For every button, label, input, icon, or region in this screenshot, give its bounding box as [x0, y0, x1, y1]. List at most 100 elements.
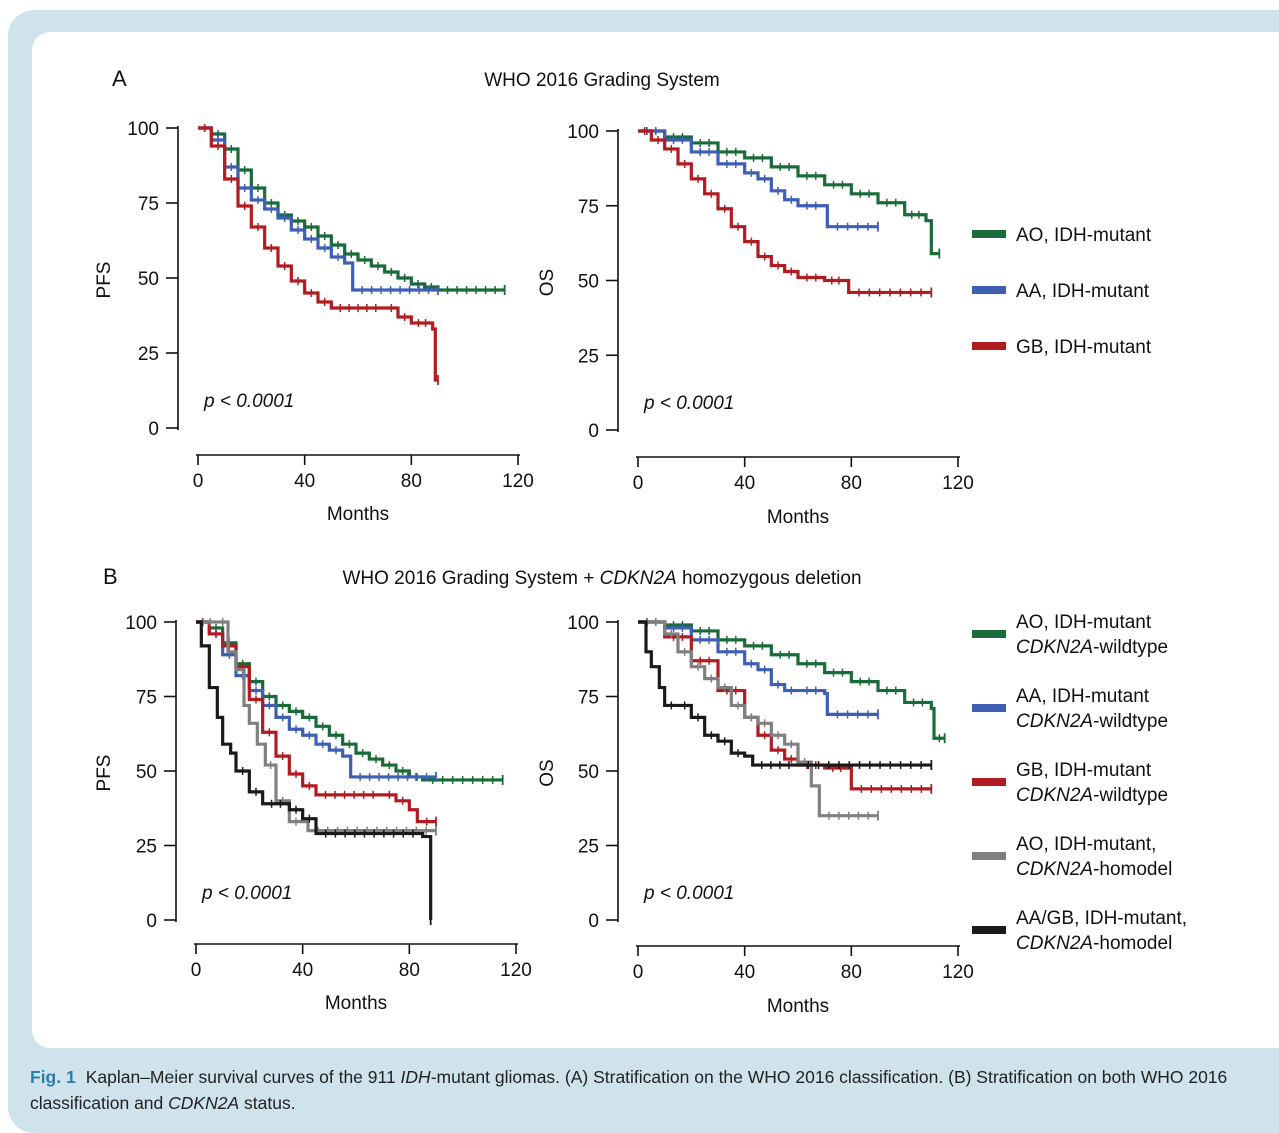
y-tick-label: 0	[588, 421, 599, 442]
y-axis-label: PFS	[94, 755, 115, 792]
figure-panel	[32, 32, 1279, 1048]
legend-label: GB, IDH-mutant	[1016, 337, 1152, 358]
plot-a-pfs: 0 25 50 75 100 0 40 80 120 Months PFS p < 0.0001	[94, 119, 534, 525]
y-tick-label: 100	[127, 119, 159, 140]
y-tick-label: 100	[125, 613, 157, 634]
panel-b-title-post: homozygous deletion	[677, 568, 862, 589]
survival-curve-0	[638, 129, 940, 256]
survival-curve-2	[198, 126, 438, 382]
legend-label: AA/GB, IDH-mutant,	[1016, 908, 1187, 929]
y-tick-label: 25	[578, 837, 599, 858]
caption-part2-italic: CDKN2A	[168, 1093, 240, 1113]
y-tick-label: 0	[588, 911, 599, 932]
y-tick-label: 100	[567, 613, 599, 634]
x-tick-label: 120	[500, 960, 532, 981]
y-tick-label: 75	[136, 688, 157, 709]
plot-b-pfs: 0 25 50 75 100 0 40 80 120 Months PFS p < 0.0001	[94, 613, 532, 1014]
y-axis-label: OS	[537, 269, 558, 296]
y-tick-label: 0	[148, 419, 159, 440]
x-axis-label: Months	[325, 993, 387, 1014]
p-value-annotation: p < 0.0001	[643, 883, 734, 904]
legend-label-line2: CDKN2A-homodel	[1016, 859, 1172, 880]
legend-label: AA, IDH-mutant	[1016, 281, 1150, 302]
y-tick-label: 75	[578, 688, 599, 709]
figure-caption: Fig. 1 Kaplan–Meier survival curves of th…	[30, 1064, 1275, 1116]
caption-part2: -mutant gliomas. (A) Stratification on t…	[30, 1067, 1228, 1113]
legend-label: AO, IDH-mutant	[1016, 225, 1152, 246]
legend-swatch	[972, 926, 1006, 934]
x-axis-label: Months	[767, 507, 829, 528]
y-tick-label: 75	[138, 194, 159, 215]
x-tick-label: 120	[502, 471, 534, 492]
p-value-annotation: p < 0.0001	[203, 391, 294, 412]
survival-curve-1	[198, 126, 438, 292]
x-tick-label: 80	[841, 962, 862, 983]
x-axis-label: Months	[327, 504, 389, 525]
panel-b-letter: B	[103, 564, 118, 589]
p-value-annotation: p < 0.0001	[201, 883, 292, 904]
x-tick-label: 0	[633, 473, 644, 494]
plot-a-os: 0 25 50 75 100 0 40 80 120 Months OS p < 0.0001	[537, 122, 974, 528]
survival-curve-2	[638, 129, 932, 295]
caption-part3: status.	[239, 1093, 296, 1113]
legend-swatch	[972, 342, 1006, 350]
caption-label: Fig. 1	[30, 1067, 76, 1087]
legend-swatch	[972, 230, 1006, 238]
survival-curve-4	[196, 620, 433, 920]
x-tick-label: 40	[294, 471, 315, 492]
x-tick-label: 80	[841, 473, 862, 494]
y-tick-label: 50	[136, 762, 157, 783]
survival-curve-1	[638, 129, 878, 229]
y-tick-label: 25	[578, 346, 599, 367]
p-value-annotation: p < 0.0001	[643, 393, 734, 414]
legend-label: AA, IDH-mutant	[1016, 686, 1150, 707]
panel-a-title: WHO 2016 Grading System	[484, 70, 719, 91]
y-axis-label: OS	[537, 759, 558, 786]
caption-part1-italic: IDH	[400, 1067, 431, 1087]
legend-label: GB, IDH-mutant	[1016, 760, 1152, 781]
panel-b-title: WHO 2016 Grading System + CDKN2A homozyg…	[342, 568, 861, 589]
legend-label-line2: CDKN2A-homodel	[1016, 933, 1172, 954]
legend-swatch	[972, 852, 1006, 860]
legend-label: AO, IDH-mutant	[1016, 612, 1152, 633]
survival-curve-1	[638, 620, 878, 716]
survival-curve-0	[638, 620, 945, 740]
y-tick-label: 75	[578, 197, 599, 218]
panel-b-title-pre: WHO 2016 Grading System +	[342, 568, 599, 589]
x-tick-label: 0	[633, 962, 644, 983]
x-tick-label: 40	[292, 960, 313, 981]
y-tick-label: 25	[136, 837, 157, 858]
y-tick-label: 100	[567, 122, 599, 143]
y-tick-label: 50	[578, 762, 599, 783]
figure-svg: A WHO 2016 Grading System B WHO 2016 Gra…	[94, 66, 1187, 1017]
y-tick-label: 0	[146, 911, 157, 932]
y-tick-label: 50	[578, 272, 599, 293]
y-tick-label: 50	[138, 269, 159, 290]
x-tick-label: 40	[734, 473, 755, 494]
x-tick-label: 40	[734, 962, 755, 983]
panel-a-letter: A	[112, 66, 127, 91]
x-tick-label: 120	[942, 473, 974, 494]
y-axis-label: PFS	[94, 262, 115, 299]
legend-label: AO, IDH-mutant,	[1016, 834, 1156, 855]
legend-swatch	[972, 704, 1006, 712]
legend-swatch	[972, 286, 1006, 294]
caption-part1: Kaplan–Meier survival curves of the 911	[85, 1067, 401, 1087]
x-tick-label: 0	[193, 471, 204, 492]
panel-b-title-gene: CDKN2A	[600, 568, 677, 589]
survival-curve-3	[638, 620, 878, 818]
legend-b: AO, IDH-mutant CDKN2A-wildtype AA, IDH-mut…	[972, 612, 1187, 954]
x-axis-label: Months	[767, 996, 829, 1017]
x-tick-label: 80	[401, 471, 422, 492]
y-tick-label: 25	[138, 344, 159, 365]
legend-label-line2: CDKN2A-wildtype	[1016, 711, 1168, 732]
legend-a: AO, IDH-mutant AA, IDH-mutant GB, IDH-muta…	[972, 225, 1152, 358]
legend-label-line2: CDKN2A-wildtype	[1016, 637, 1168, 658]
x-tick-label: 80	[399, 960, 420, 981]
legend-swatch	[972, 778, 1006, 786]
x-tick-label: 0	[191, 960, 202, 981]
plot-b-os: 0 25 50 75 100 0 40 80 120 Months OS p < 0.0001	[537, 613, 974, 1017]
legend-swatch	[972, 630, 1006, 638]
x-tick-label: 120	[942, 962, 974, 983]
legend-label-line2: CDKN2A-wildtype	[1016, 785, 1168, 806]
